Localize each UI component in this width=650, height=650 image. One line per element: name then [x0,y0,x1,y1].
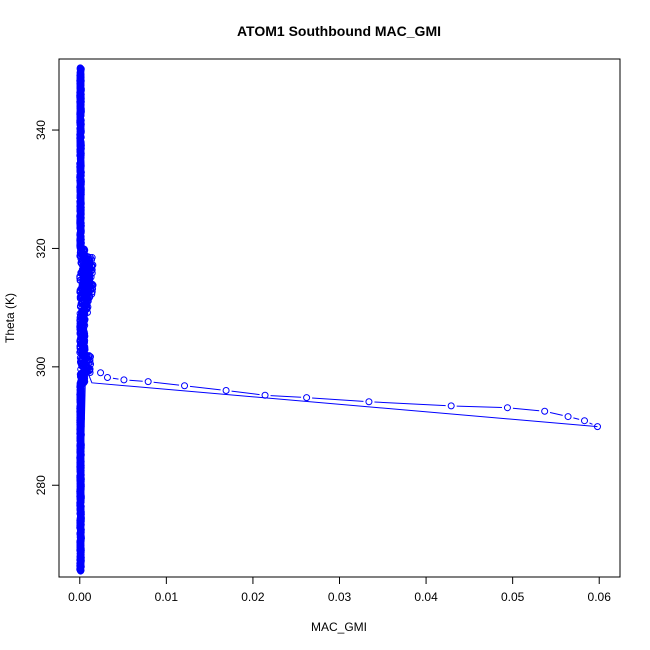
data-point [447,402,455,410]
y-axis-label: Theta (K) [3,293,17,343]
descent-segment [589,422,593,425]
data-point [303,394,311,402]
descent-segment [312,397,364,402]
data-point [77,567,85,575]
x-tick-label: 0.03 [328,590,352,604]
descent-segment [270,395,302,398]
x-tick-label: 0.04 [414,590,438,604]
x-tick-label: 0.02 [241,590,265,604]
x-axis-label: MAC_GMI [311,620,367,634]
data-point [83,278,91,286]
return-series-line [86,369,598,428]
data-point [503,404,511,412]
data-point [144,378,152,386]
data-point [181,382,189,390]
descent-segment [189,385,221,391]
x-tick-label: 0.01 [155,590,179,604]
y-tick-label: 340 [34,120,48,140]
data-point [593,423,601,431]
chart-title: ATOM1 Southbound MAC_GMI [237,23,441,39]
data-point [365,398,373,406]
descent-segment [374,401,446,407]
data-point [88,288,96,296]
data-point [103,374,111,381]
x-tick-label: 0.06 [588,590,612,604]
descent-segment [231,390,260,396]
data-point [261,391,269,399]
data-point [86,369,94,377]
descent-segment [549,411,563,416]
data-series [76,64,601,575]
data-point [541,407,549,415]
data-point [85,255,93,263]
y-tick-label: 280 [34,475,48,495]
descent-segment [456,405,502,409]
y-tick-label: 320 [34,238,48,258]
data-point [581,417,588,425]
y-tick-label: 300 [34,357,48,377]
descent-segment [153,381,180,386]
data-point [85,288,93,296]
descent-segment [512,407,540,412]
x-axis: 0.00 0.01 0.02 0.03 0.04 0.05 0.06 [68,576,612,604]
x-tick-label: 0.05 [501,590,525,604]
descent-segment [112,377,119,380]
data-point [97,369,105,377]
y-axis: 280 300 320 340 [34,120,60,495]
data-point [85,270,93,278]
data-point [82,298,90,306]
x-tick-label: 0.00 [68,590,92,604]
data-point [89,280,97,288]
plot-frame [58,58,621,578]
data-point [564,413,572,421]
descent-segment [129,379,143,382]
data-point [120,376,128,384]
descent-segment [573,417,580,420]
data-point [222,387,230,395]
